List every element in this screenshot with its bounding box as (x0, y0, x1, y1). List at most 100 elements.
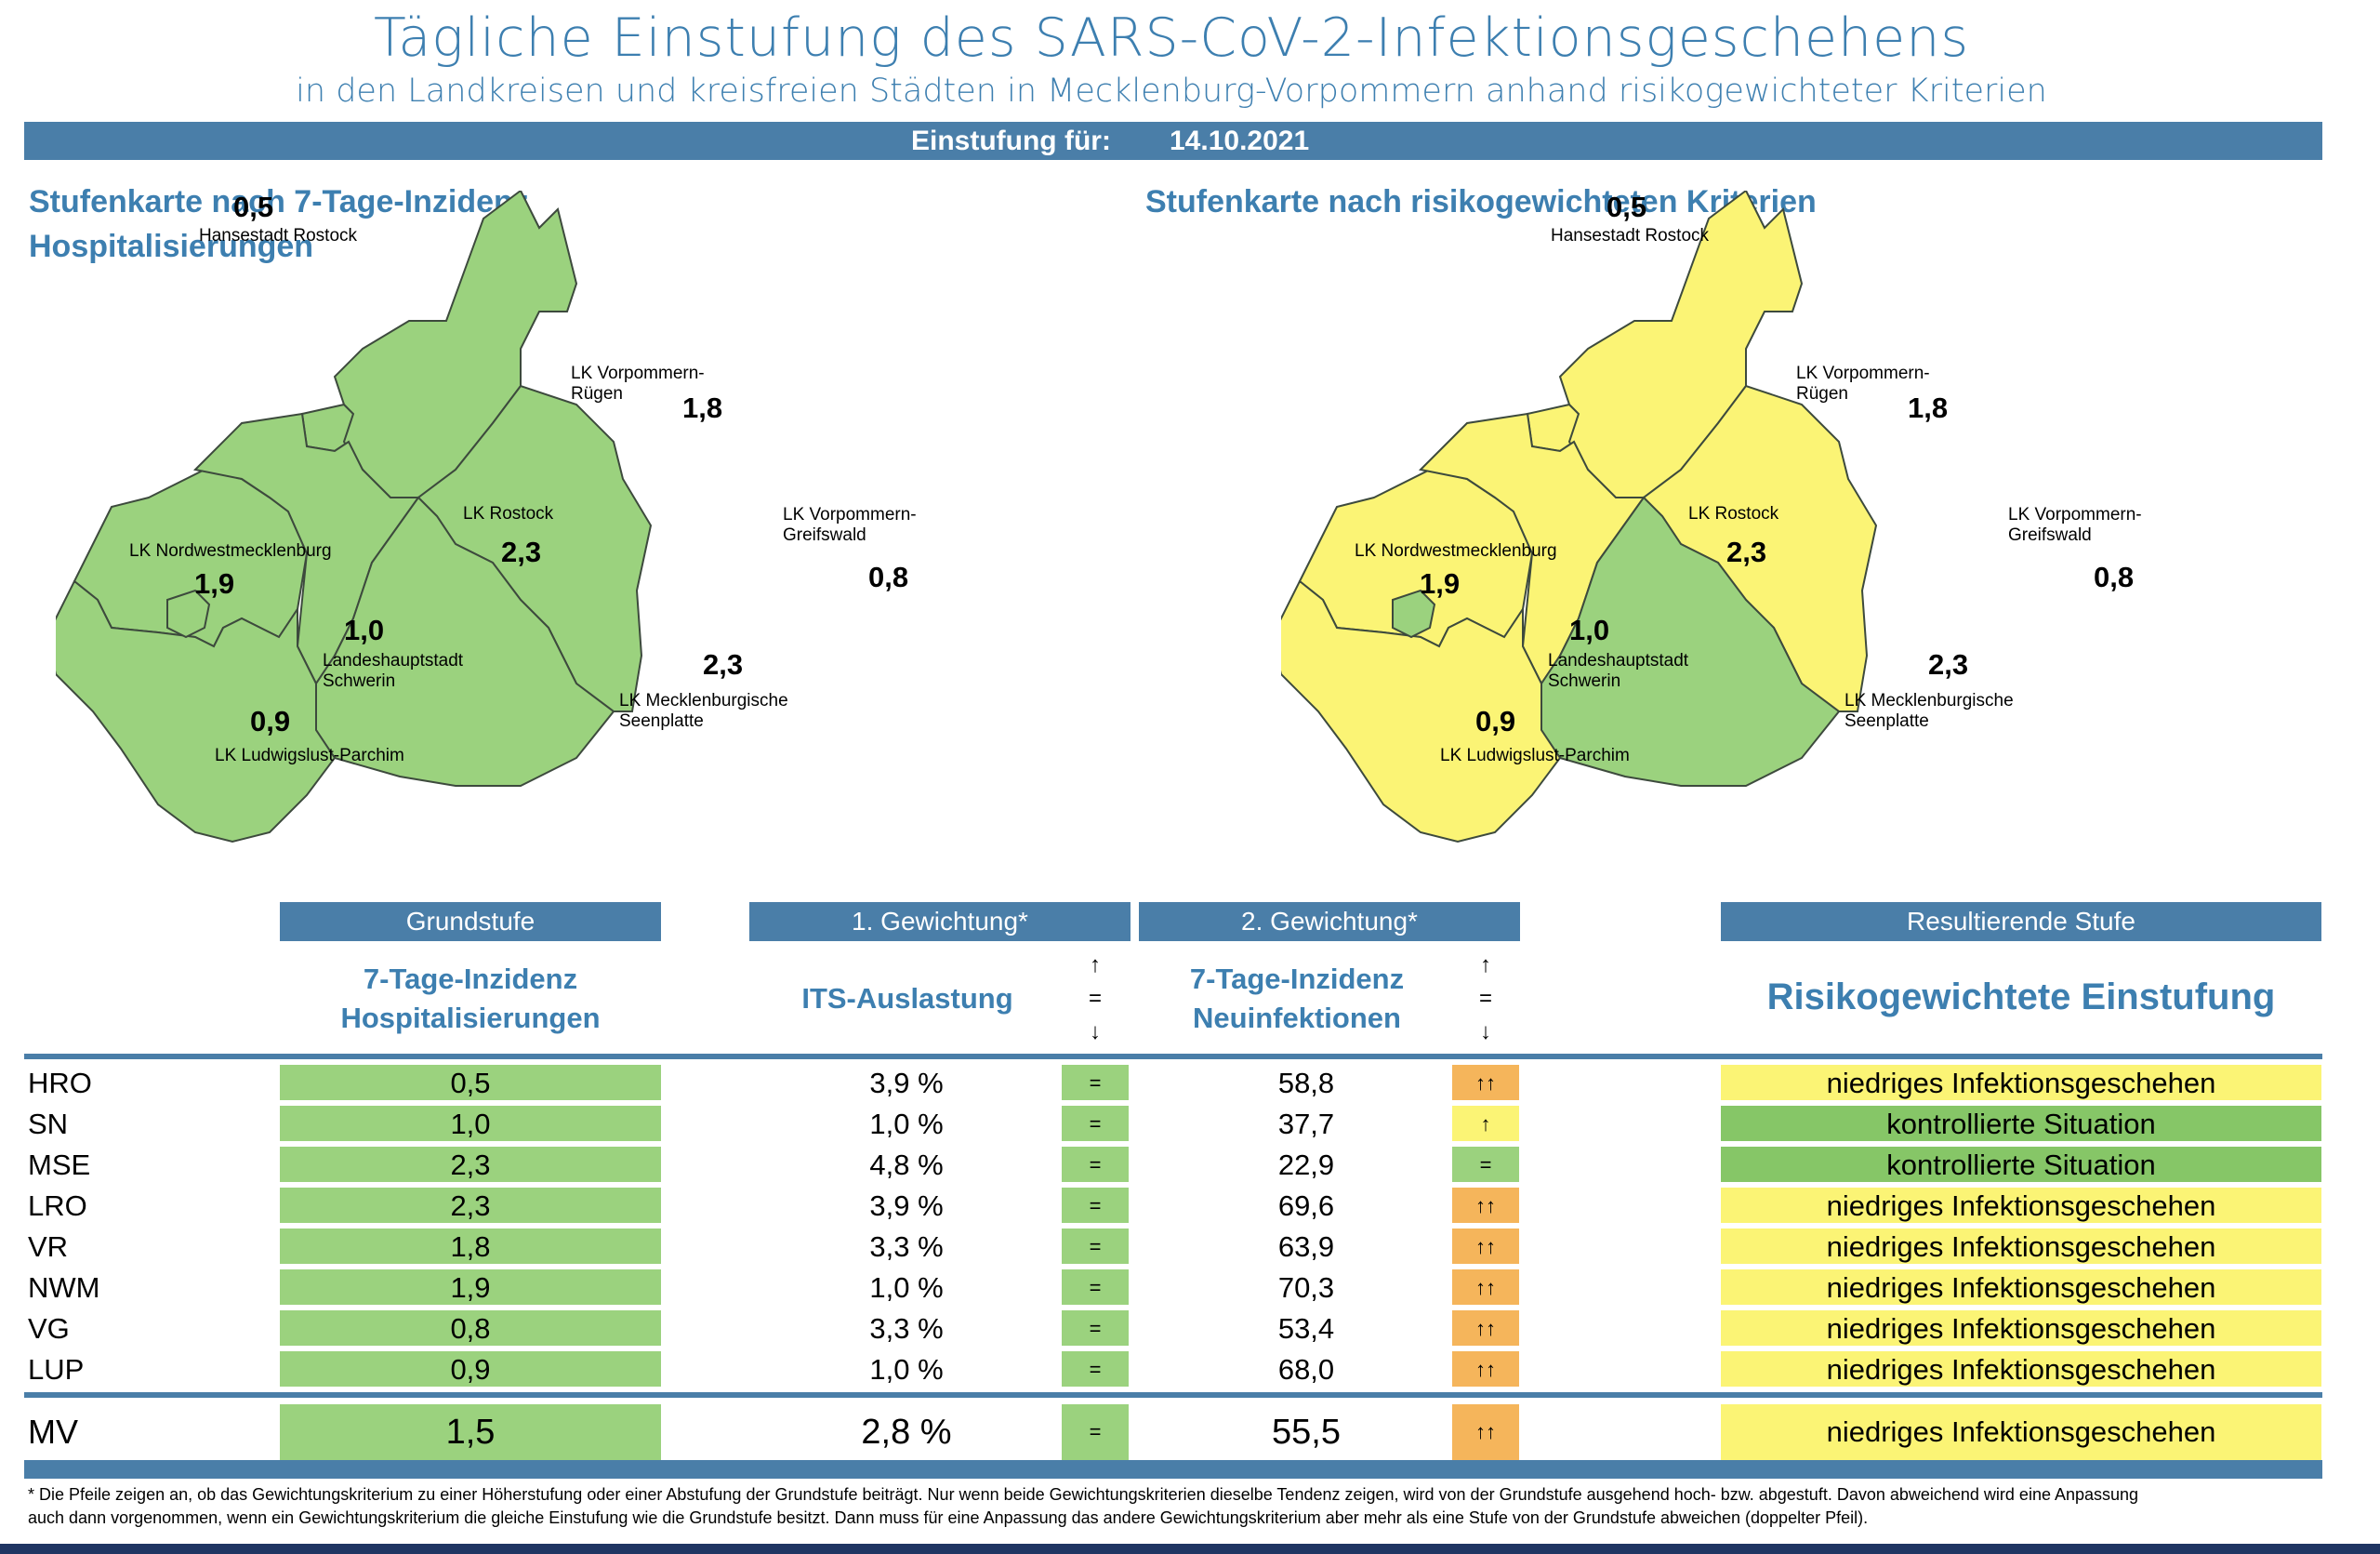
map-left-vr-value: 1,8 (682, 392, 723, 424)
row-code: MSE (28, 1149, 91, 1181)
map-left-title-line1: Stufenkarte nach 7-Tage-Inzidenz (29, 184, 529, 219)
equal-icon: = (1088, 986, 1102, 1011)
bottom-strip (0, 1544, 2380, 1554)
table-total-rule (24, 1392, 2322, 1398)
map-left-sn-label2: Schwerin (323, 671, 396, 691)
row-its-trend: = (1062, 1310, 1129, 1346)
row-grund: 1,8 (280, 1229, 661, 1264)
row-inz: 69,6 (1277, 1189, 1335, 1222)
row-code: SN (28, 1108, 69, 1140)
header-grundstufe: Grundstufe (280, 902, 661, 941)
subheader-its: ITS-Auslastung (801, 982, 1013, 1015)
row-its: 4,8 % (869, 1149, 944, 1181)
map-left-vr-label1: LK Vorpommern- (571, 364, 705, 383)
row-inz-trend: ↑↑ (1452, 1310, 1519, 1346)
header-gewichtung-2: 2. Gewichtung* (1139, 902, 1520, 941)
arrow-up-icon: ↑ (1090, 952, 1101, 977)
row-code: HRO (28, 1067, 92, 1099)
subheader-grund-line1: 7-Tage-Inzidenz (363, 963, 578, 995)
row-result: niedriges Infektionsgeschehen (1721, 1065, 2321, 1100)
row-result: niedriges Infektionsgeschehen (1721, 1351, 2321, 1387)
row-inz: 68,0 (1277, 1353, 1335, 1386)
row-inz-trend: ↑ (1452, 1106, 1519, 1141)
date-value: 14.10.2021 (1170, 126, 1310, 156)
row-grund: 2,3 (280, 1147, 661, 1182)
table-bottom-bar (24, 1460, 2322, 1479)
row-result: niedriges Infektionsgeschehen (1721, 1229, 2321, 1264)
map-left-vr-label2: Rügen (571, 384, 623, 404)
row-inz: 37,7 (1277, 1108, 1335, 1140)
total-grund: 1,5 (280, 1404, 661, 1460)
arrow-legend-1: ↑ = ↓ (1077, 949, 1114, 1049)
map-right-lro-label: LK Rostock (1688, 504, 1779, 524)
region-vr (1558, 189, 1804, 498)
row-its-trend: = (1062, 1269, 1129, 1305)
row-its: 3,3 % (869, 1312, 944, 1345)
date-bar: Einstufung für: 14.10.2021 (24, 122, 2322, 160)
map-right-lro-value: 2,3 (1726, 536, 1767, 568)
map-right-sn-value: 1,0 (1569, 614, 1610, 646)
map-left-mse-value: 2,3 (703, 648, 744, 681)
map-right-mse-label1: LK Mecklenburgische (1844, 691, 2014, 711)
map-left-nwm-value: 1,9 (194, 567, 235, 600)
map-right-mse-label2: Seenplatte (1844, 711, 1929, 731)
row-result: kontrollierte Situation (1721, 1106, 2321, 1141)
map-left-nwm-label: LK Nordwestmecklenburg (129, 541, 332, 561)
map-right-sn-label2: Schwerin (1548, 671, 1621, 691)
row-its-trend: = (1062, 1147, 1129, 1182)
row-code: LUP (28, 1353, 85, 1386)
subheader-grund-line2: Hospitalisierungen (340, 1002, 601, 1034)
row-inz-trend: ↑↑ (1452, 1229, 1519, 1264)
row-its-trend: = (1062, 1229, 1129, 1264)
row-inz: 70,3 (1277, 1271, 1335, 1304)
row-inz-trend: = (1452, 1147, 1519, 1182)
map-right-lup-label: LK Ludwigslust-Parchim (1440, 746, 1630, 765)
map-risikogewichtet: 0,5 Hansestadt Rostock LK Vorpommern- Rü… (1270, 189, 2332, 870)
row-its: 3,9 % (869, 1067, 944, 1099)
arrow-down-icon: ↓ (1090, 1019, 1101, 1044)
map-left-lup-label: LK Ludwigslust-Parchim (215, 746, 404, 765)
map-right-mse-value: 2,3 (1928, 648, 1969, 681)
row-grund: 0,9 (280, 1351, 661, 1387)
map-right-vg-label1: LK Vorpommern- (2008, 505, 2142, 525)
row-its-trend: = (1062, 1188, 1129, 1223)
map-right-hro-label: Hansestadt Rostock (1551, 226, 1710, 246)
map-left-lup-value: 0,9 (250, 705, 291, 737)
map-right-svg (1270, 189, 1878, 843)
map-left-title: Stufenkarte nach 7-Tage-Inzidenz Hospita… (29, 179, 529, 269)
page-subtitle: in den Landkreisen und kreisfreien Städt… (296, 73, 2047, 110)
map-left-vg-label1: LK Vorpommern- (783, 505, 917, 525)
region-sn (1392, 589, 1436, 639)
row-code: VR (28, 1230, 69, 1263)
map-left-sn-value: 1,0 (344, 614, 385, 646)
map-left-lro-label: LK Rostock (463, 504, 554, 524)
subheader-grundstufe: 7-Tage-Inzidenz Hospitalisierungen (280, 960, 661, 1038)
arrow-down-icon: ↓ (1480, 1019, 1491, 1044)
map-hospitalisierung: 0,5 Hansestadt Rostock LK Vorpommern- Rü… (45, 189, 1060, 870)
footnote-line2: auch dann vorgenommen, wenn ein Gewichtu… (28, 1508, 1869, 1527)
row-inz-trend: ↑↑ (1452, 1351, 1519, 1387)
map-right-vg-value: 0,8 (2094, 561, 2135, 593)
table-total-row: MV 1,5 2,8 % = 55,5 ↑↑ niedriges Infekti… (0, 1404, 2380, 1460)
map-left-title-line2: Hospitalisierungen (29, 229, 314, 264)
total-its-trend: = (1062, 1404, 1129, 1460)
total-inz-trend: ↑↑ (1452, 1404, 1519, 1460)
map-right-nwm-value: 1,9 (1420, 567, 1461, 600)
total-its: 2,8 % (861, 1413, 952, 1452)
equal-icon: = (1478, 986, 1492, 1011)
row-result: kontrollierte Situation (1721, 1147, 2321, 1182)
total-result: niedriges Infektionsgeschehen (1721, 1404, 2321, 1460)
row-grund: 1,9 (280, 1269, 661, 1305)
region-vr (333, 189, 578, 498)
row-inz-trend: ↑↑ (1452, 1188, 1519, 1223)
row-code: LRO (28, 1189, 87, 1222)
region-lup (1270, 579, 1562, 843)
map-left-sn-label1: Landeshauptstadt (323, 651, 464, 671)
footnote: * Die Pfeile zeigen an, ob das Gewichtun… (28, 1483, 2334, 1530)
row-inz: 63,9 (1277, 1230, 1335, 1263)
subheader-gew2-line1: 7-Tage-Inzidenz (1189, 963, 1405, 995)
map-right-lup-value: 0,9 (1475, 705, 1516, 737)
header-resultierende-stufe: Resultierende Stufe (1721, 902, 2321, 941)
arrow-up-icon: ↑ (1480, 952, 1491, 977)
map-right-vr-label2: Rügen (1796, 384, 1848, 404)
